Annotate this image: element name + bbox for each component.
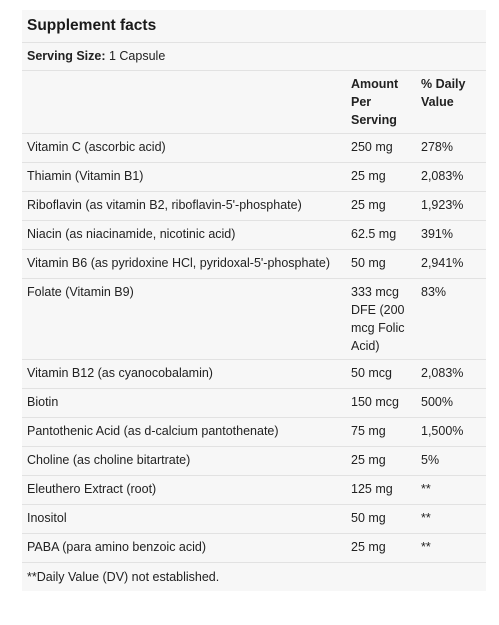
- nutrient-daily-value: 278%: [416, 133, 486, 163]
- table-row: Inositol 50 mg **: [22, 504, 486, 534]
- table-row: Choline (as choline bitartrate) 25 mg 5%: [22, 446, 486, 476]
- nutrient-daily-value: **: [416, 504, 486, 534]
- table-row: Folate (Vitamin B9) 333 mcg DFE (200 mcg …: [22, 278, 486, 360]
- nutrient-name: Riboflavin (as vitamin B2, riboflavin-5'…: [22, 191, 346, 221]
- header-amount: Amount Per Serving: [346, 71, 416, 134]
- nutrient-daily-value: 391%: [416, 220, 486, 250]
- nutrient-daily-value: 2,083%: [416, 359, 486, 389]
- supplement-facts-panel: Supplement facts Serving Size: 1 Capsule…: [22, 10, 486, 591]
- nutrient-amount: 25 mg: [346, 162, 416, 192]
- nutrient-daily-value: 500%: [416, 388, 486, 418]
- nutrient-table: Amount Per Serving % Daily Value Vitamin…: [22, 71, 486, 563]
- nutrient-name: Biotin: [22, 388, 346, 418]
- nutrient-name: Vitamin B6 (as pyridoxine HCl, pyridoxal…: [22, 249, 346, 279]
- serving-size: Serving Size: 1 Capsule: [22, 43, 486, 71]
- table-row: Biotin 150 mcg 500%: [22, 388, 486, 418]
- serving-size-label: Serving Size:: [27, 49, 106, 63]
- table-row: Eleuthero Extract (root) 125 mg **: [22, 475, 486, 505]
- nutrient-name: Niacin (as niacinamide, nicotinic acid): [22, 220, 346, 250]
- nutrient-amount: 125 mg: [346, 475, 416, 505]
- nutrient-amount: 150 mcg: [346, 388, 416, 418]
- nutrient-amount: 75 mg: [346, 417, 416, 447]
- nutrient-name: Vitamin B12 (as cyanocobalamin): [22, 359, 346, 389]
- table-row: Pantothenic Acid (as d-calcium pantothen…: [22, 417, 486, 447]
- nutrient-amount: 50 mg: [346, 504, 416, 534]
- nutrient-name: Pantothenic Acid (as d-calcium pantothen…: [22, 417, 346, 447]
- table-row: Niacin (as niacinamide, nicotinic acid) 6…: [22, 220, 486, 250]
- nutrient-daily-value: 5%: [416, 446, 486, 476]
- nutrient-amount: 333 mcg DFE (200 mcg Folic Acid): [346, 278, 416, 360]
- nutrient-name: Inositol: [22, 504, 346, 534]
- nutrient-name: Folate (Vitamin B9): [22, 278, 346, 360]
- panel-title: Supplement facts: [22, 10, 486, 43]
- table-row: PABA (para amino benzoic acid) 25 mg **: [22, 533, 486, 563]
- nutrient-amount: 25 mg: [346, 446, 416, 476]
- nutrient-daily-value: **: [416, 533, 486, 563]
- nutrient-name: Thiamin (Vitamin B1): [22, 162, 346, 192]
- nutrient-daily-value: 1,923%: [416, 191, 486, 221]
- nutrient-name: Choline (as choline bitartrate): [22, 446, 346, 476]
- header-ingredient: [22, 71, 346, 134]
- nutrient-daily-value: 83%: [416, 278, 486, 360]
- table-row: Vitamin C (ascorbic acid) 250 mg 278%: [22, 133, 486, 163]
- table-row: Vitamin B6 (as pyridoxine HCl, pyridoxal…: [22, 249, 486, 279]
- nutrient-amount: 25 mg: [346, 533, 416, 563]
- table-row: Riboflavin (as vitamin B2, riboflavin-5'…: [22, 191, 486, 221]
- table-row: Vitamin B12 (as cyanocobalamin) 50 mcg 2,0…: [22, 359, 486, 389]
- nutrient-daily-value: 2,083%: [416, 162, 486, 192]
- nutrient-daily-value: 2,941%: [416, 249, 486, 279]
- nutrient-amount: 50 mg: [346, 249, 416, 279]
- nutrient-name: Vitamin C (ascorbic acid): [22, 133, 346, 163]
- nutrient-amount: 50 mcg: [346, 359, 416, 389]
- table-row: Thiamin (Vitamin B1) 25 mg 2,083%: [22, 162, 486, 192]
- footnote: **Daily Value (DV) not established.: [27, 570, 220, 584]
- nutrient-name: Eleuthero Extract (root): [22, 475, 346, 505]
- serving-size-value: 1 Capsule: [108, 49, 166, 63]
- nutrient-daily-value: 1,500%: [416, 417, 486, 447]
- table-header-row: Amount Per Serving % Daily Value: [22, 71, 486, 134]
- nutrient-amount: 250 mg: [346, 133, 416, 163]
- nutrient-daily-value: **: [416, 475, 486, 505]
- nutrient-amount: 62.5 mg: [346, 220, 416, 250]
- nutrient-amount: 25 mg: [346, 191, 416, 221]
- nutrient-name: PABA (para amino benzoic acid): [22, 533, 346, 563]
- header-daily-value: % Daily Value: [416, 71, 486, 134]
